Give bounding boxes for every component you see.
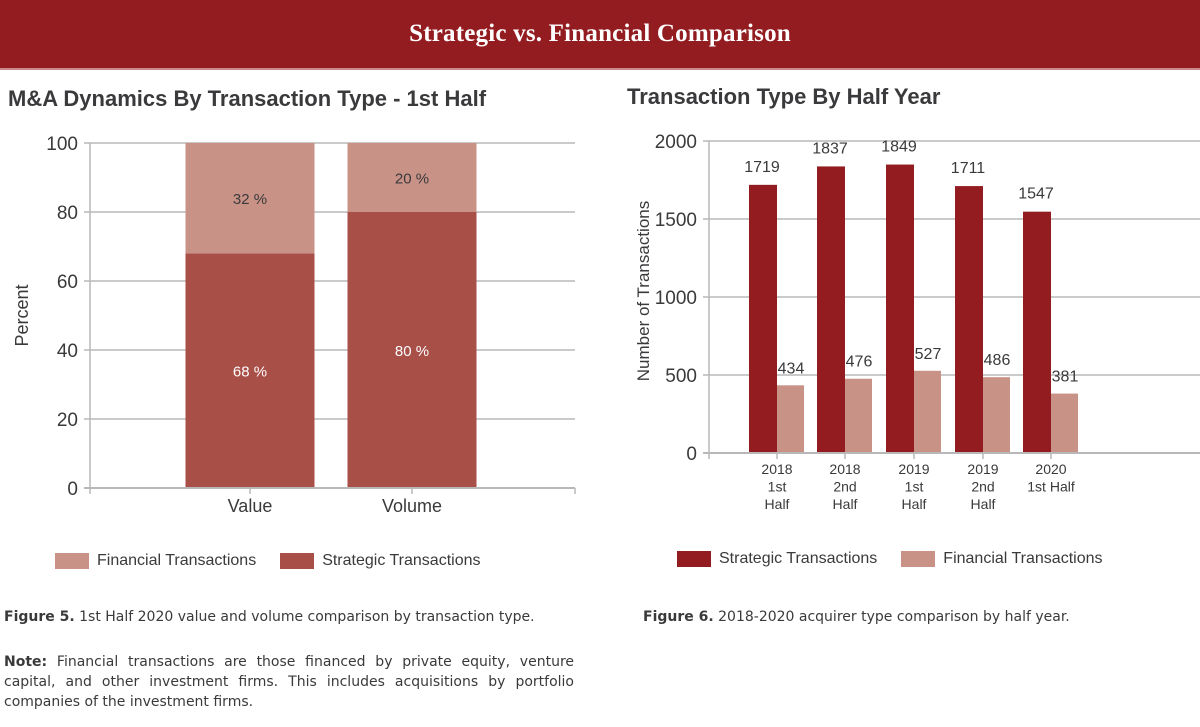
- data-label: 20 %: [395, 171, 429, 188]
- figure6-label: Figure 6.: [643, 609, 714, 625]
- legend-item-financial-right: Financial Transactions: [901, 550, 1102, 568]
- y-tick-label: 100: [46, 134, 78, 155]
- data-label-strategic: 1837: [812, 140, 848, 157]
- legend-swatch-strategic-right: [677, 551, 711, 567]
- x-tick-label: 2nd: [971, 479, 994, 495]
- chart-left: 0 20 40 60 80 100 Percent 68 % 32 % Value 80 % 20 %…: [12, 134, 576, 516]
- y-tick-label: 0: [67, 479, 78, 500]
- x-tick-label: 2nd: [833, 479, 856, 495]
- y-tick-label: 500: [665, 366, 697, 387]
- bar-financial: [1051, 393, 1078, 453]
- x-tick-label: 2019: [967, 461, 998, 477]
- y-axis-label: Percent: [12, 284, 32, 346]
- x-tick-label: 1st Half: [1027, 479, 1075, 495]
- bar-strategic: [347, 212, 477, 488]
- legend-item-strategic-right: Strategic Transactions: [677, 550, 877, 568]
- data-label-strategic: 1547: [1018, 186, 1054, 203]
- y-tick-label: 2000: [655, 132, 697, 153]
- bar-financial: [845, 378, 872, 453]
- data-label: 68 %: [233, 364, 267, 381]
- x-tick-label: Volume: [382, 496, 442, 516]
- x-tick-label: Half: [765, 496, 790, 512]
- x-tick-label: 1st: [905, 479, 924, 495]
- figure5-text: 1st Half 2020 value and volume compariso…: [74, 609, 535, 625]
- legend-swatch-financial-right: [901, 551, 936, 567]
- x-tick-label: Value: [228, 496, 273, 516]
- figure6-caption: Figure 6. 2018-2020 acquirer type compar…: [643, 607, 1183, 627]
- legend-right: Strategic Transactions Financial Transac…: [677, 550, 1126, 568]
- y-tick-label: 1000: [655, 288, 697, 309]
- legend-swatch-financial: [55, 553, 89, 569]
- data-label-financial: 434: [778, 360, 805, 377]
- x-tick-label: 2020: [1035, 461, 1066, 477]
- y-tick-label: 1500: [655, 210, 697, 231]
- data-label-financial: 527: [915, 346, 942, 363]
- legend-left: Financial Transactions Strategic Transac…: [55, 552, 504, 570]
- x-tick-label: 2018: [761, 461, 792, 477]
- figure5-caption: Figure 5. 1st Half 2020 value and volume…: [4, 607, 564, 627]
- legend-swatch-strategic: [280, 553, 315, 569]
- chart-title-left: M&A Dynamics By Transaction Type - 1st H…: [8, 86, 487, 111]
- bar-financial: [914, 370, 941, 453]
- x-tick-label: Half: [971, 496, 996, 512]
- data-label-strategic: 1711: [951, 160, 986, 177]
- x-tick-label: Half: [833, 496, 858, 512]
- data-label-strategic: 1849: [881, 139, 917, 156]
- legend-label-financial-right: Financial Transactions: [943, 550, 1103, 567]
- y-tick-label: 20: [57, 410, 78, 431]
- bar-financial: [983, 377, 1010, 453]
- data-label: 32 %: [233, 191, 267, 208]
- legend-label-strategic: Strategic Transactions: [322, 552, 481, 569]
- data-label-financial: 381: [1052, 369, 1079, 386]
- figure5-label: Figure 5.: [4, 609, 75, 625]
- x-tick-label: Half: [902, 496, 927, 512]
- legend-label-financial: Financial Transactions: [97, 552, 257, 569]
- y-tick-label: 80: [57, 203, 78, 224]
- y-axis-label: Number of Transactions: [634, 201, 653, 381]
- x-tick-label: 2019: [898, 461, 929, 477]
- page-header: Strategic vs. Financial Comparison: [0, 0, 1200, 70]
- x-tick-label: 2018: [829, 461, 860, 477]
- note-text: Financial transactions are those finance…: [4, 654, 574, 710]
- note-caption: Note: Financial transactions are those f…: [4, 652, 574, 712]
- data-label: 80 %: [395, 343, 429, 360]
- x-tick-label: 1st: [768, 479, 787, 495]
- legend-item-strategic: Strategic Transactions: [280, 552, 480, 570]
- bar-strategic: [955, 186, 983, 454]
- chart-right: 0 500 1000 1500 2000 Number of Transactions 17…: [634, 132, 1200, 512]
- bar-strategic: [185, 253, 315, 488]
- note-label: Note:: [4, 654, 48, 670]
- y-tick-label: 0: [686, 444, 697, 465]
- bar-financial: [777, 385, 804, 453]
- y-tick-label: 40: [57, 341, 78, 362]
- chart-title-right: Transaction Type By Half Year: [627, 84, 941, 109]
- bar-strategic: [886, 164, 914, 453]
- bar-strategic: [749, 184, 777, 453]
- bar-financial: [185, 143, 315, 254]
- bar-strategic: [817, 166, 845, 453]
- data-label-financial: 476: [846, 354, 873, 371]
- bar-strategic: [1023, 211, 1051, 453]
- legend-label-strategic-right: Strategic Transactions: [719, 550, 878, 567]
- figure6-text: 2018-2020 acquirer type comparison by ha…: [713, 609, 1070, 625]
- data-label-financial: 486: [984, 352, 1011, 369]
- y-tick-label: 60: [57, 272, 78, 293]
- data-label-strategic: 1719: [744, 159, 780, 176]
- legend-item-financial: Financial Transactions: [55, 552, 256, 570]
- bar-financial: [347, 143, 477, 212]
- page-title: Strategic vs. Financial Comparison: [409, 20, 791, 47]
